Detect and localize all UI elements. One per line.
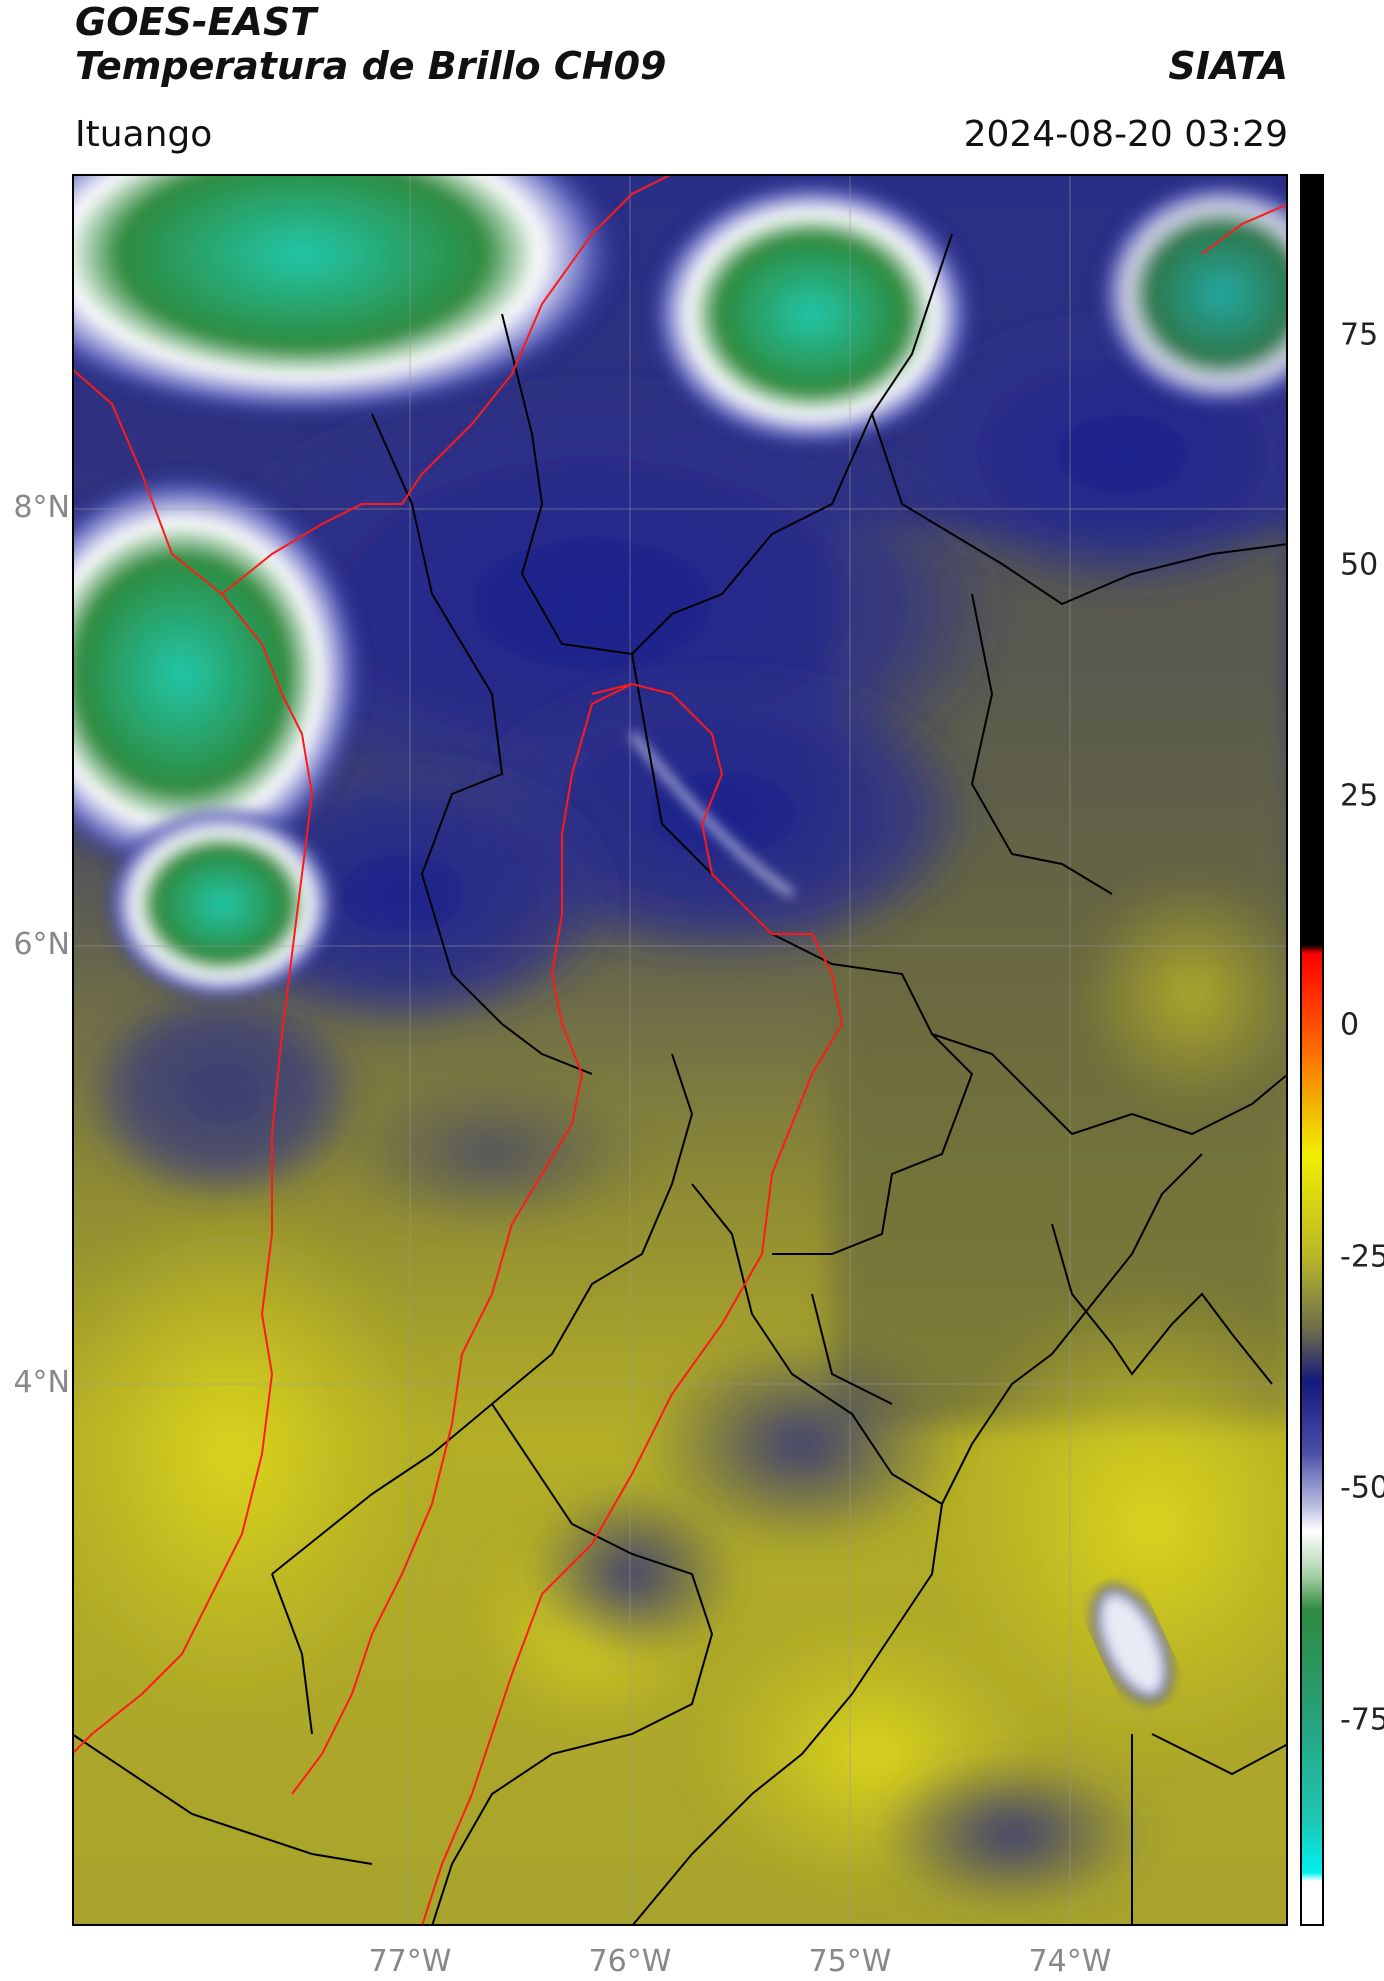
- agency-label: SIATA: [1168, 44, 1288, 88]
- colorbar-tick-minus50: -50: [1340, 1470, 1384, 1506]
- lon-label-76w: 76°W: [588, 1944, 672, 1979]
- region-label: Ituango: [75, 114, 213, 155]
- colorbar-tick-75: 75: [1340, 317, 1379, 353]
- colorbar-tick-0: 0: [1340, 1007, 1360, 1043]
- brightness-temperature-map[interactable]: [72, 174, 1288, 1926]
- colorbar: [1300, 174, 1324, 1926]
- graticule: [72, 174, 1288, 1926]
- colorbar-tick-minus75: -75: [1340, 1702, 1384, 1738]
- highlighted-boundaries: [72, 174, 1288, 1926]
- admin-boundaries: [72, 233, 1288, 1926]
- lat-label-8n: 8°N: [13, 490, 70, 525]
- colorbar-tick-minus25: -25: [1340, 1239, 1384, 1275]
- colorbar-tick-50: 50: [1340, 547, 1379, 583]
- lat-label-6n: 6°N: [13, 927, 70, 962]
- product-title: Temperatura de Brillo CH09: [75, 44, 667, 88]
- lon-label-77w: 77°W: [368, 1944, 452, 1979]
- satellite-title: GOES-EAST: [75, 0, 317, 44]
- map-background: [72, 174, 1288, 1926]
- lon-label-75w: 75°W: [808, 1944, 892, 1979]
- lat-label-4n: 4°N: [13, 1365, 70, 1400]
- colorbar-tick-25: 25: [1340, 778, 1379, 814]
- lon-label-74w: 74°W: [1028, 1944, 1112, 1979]
- datetime-label: 2024-08-20 03:29: [963, 114, 1288, 155]
- map-frame: [72, 174, 1288, 1926]
